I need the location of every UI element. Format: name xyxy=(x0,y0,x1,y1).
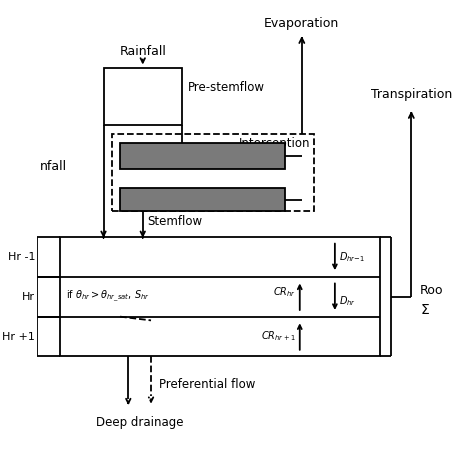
Text: Pre-stemflow: Pre-stemflow xyxy=(188,81,265,93)
Text: Stemflow: Stemflow xyxy=(148,215,203,228)
Text: $\Sigma$: $\Sigma$ xyxy=(419,302,429,317)
Text: $D_{hr}$: $D_{hr}$ xyxy=(339,294,356,308)
Text: $D_{hr\mathrm{-}1}$: $D_{hr\mathrm{-}1}$ xyxy=(339,250,365,264)
Bar xyxy=(120,143,285,169)
Text: Evaporation: Evaporation xyxy=(264,18,339,30)
Bar xyxy=(60,237,380,356)
Text: Hr +1: Hr +1 xyxy=(2,331,36,342)
Text: Roo: Roo xyxy=(419,284,443,297)
Text: if $\theta_{hr}>\theta_{hr\_sat}$, $S_{hr}$: if $\theta_{hr}>\theta_{hr\_sat}$, $S_{h… xyxy=(66,289,150,304)
Text: Interception: Interception xyxy=(238,137,310,150)
Text: Transpiration: Transpiration xyxy=(371,88,452,100)
Text: Preferential flow: Preferential flow xyxy=(159,378,255,391)
Text: $\mathit{Sf}$: $\mathit{Sf}$ xyxy=(236,149,252,163)
Text: nfall: nfall xyxy=(39,160,66,173)
Text: $CR_{hr+1}$: $CR_{hr+1}$ xyxy=(261,329,296,344)
Text: Hr: Hr xyxy=(22,292,36,302)
Bar xyxy=(103,68,182,125)
Text: Foliage: Foliage xyxy=(161,150,205,163)
Text: Deep drainage: Deep drainage xyxy=(96,416,183,428)
Text: Rainfall: Rainfall xyxy=(119,46,166,58)
Bar xyxy=(112,134,314,211)
Text: $\mathit{Sb}$: $\mathit{Sb}$ xyxy=(236,192,253,207)
Text: Bark: Bark xyxy=(168,193,197,206)
Text: $CR_{hr}$: $CR_{hr}$ xyxy=(273,285,296,299)
Bar xyxy=(120,188,285,211)
Text: Hr -1: Hr -1 xyxy=(8,252,36,262)
